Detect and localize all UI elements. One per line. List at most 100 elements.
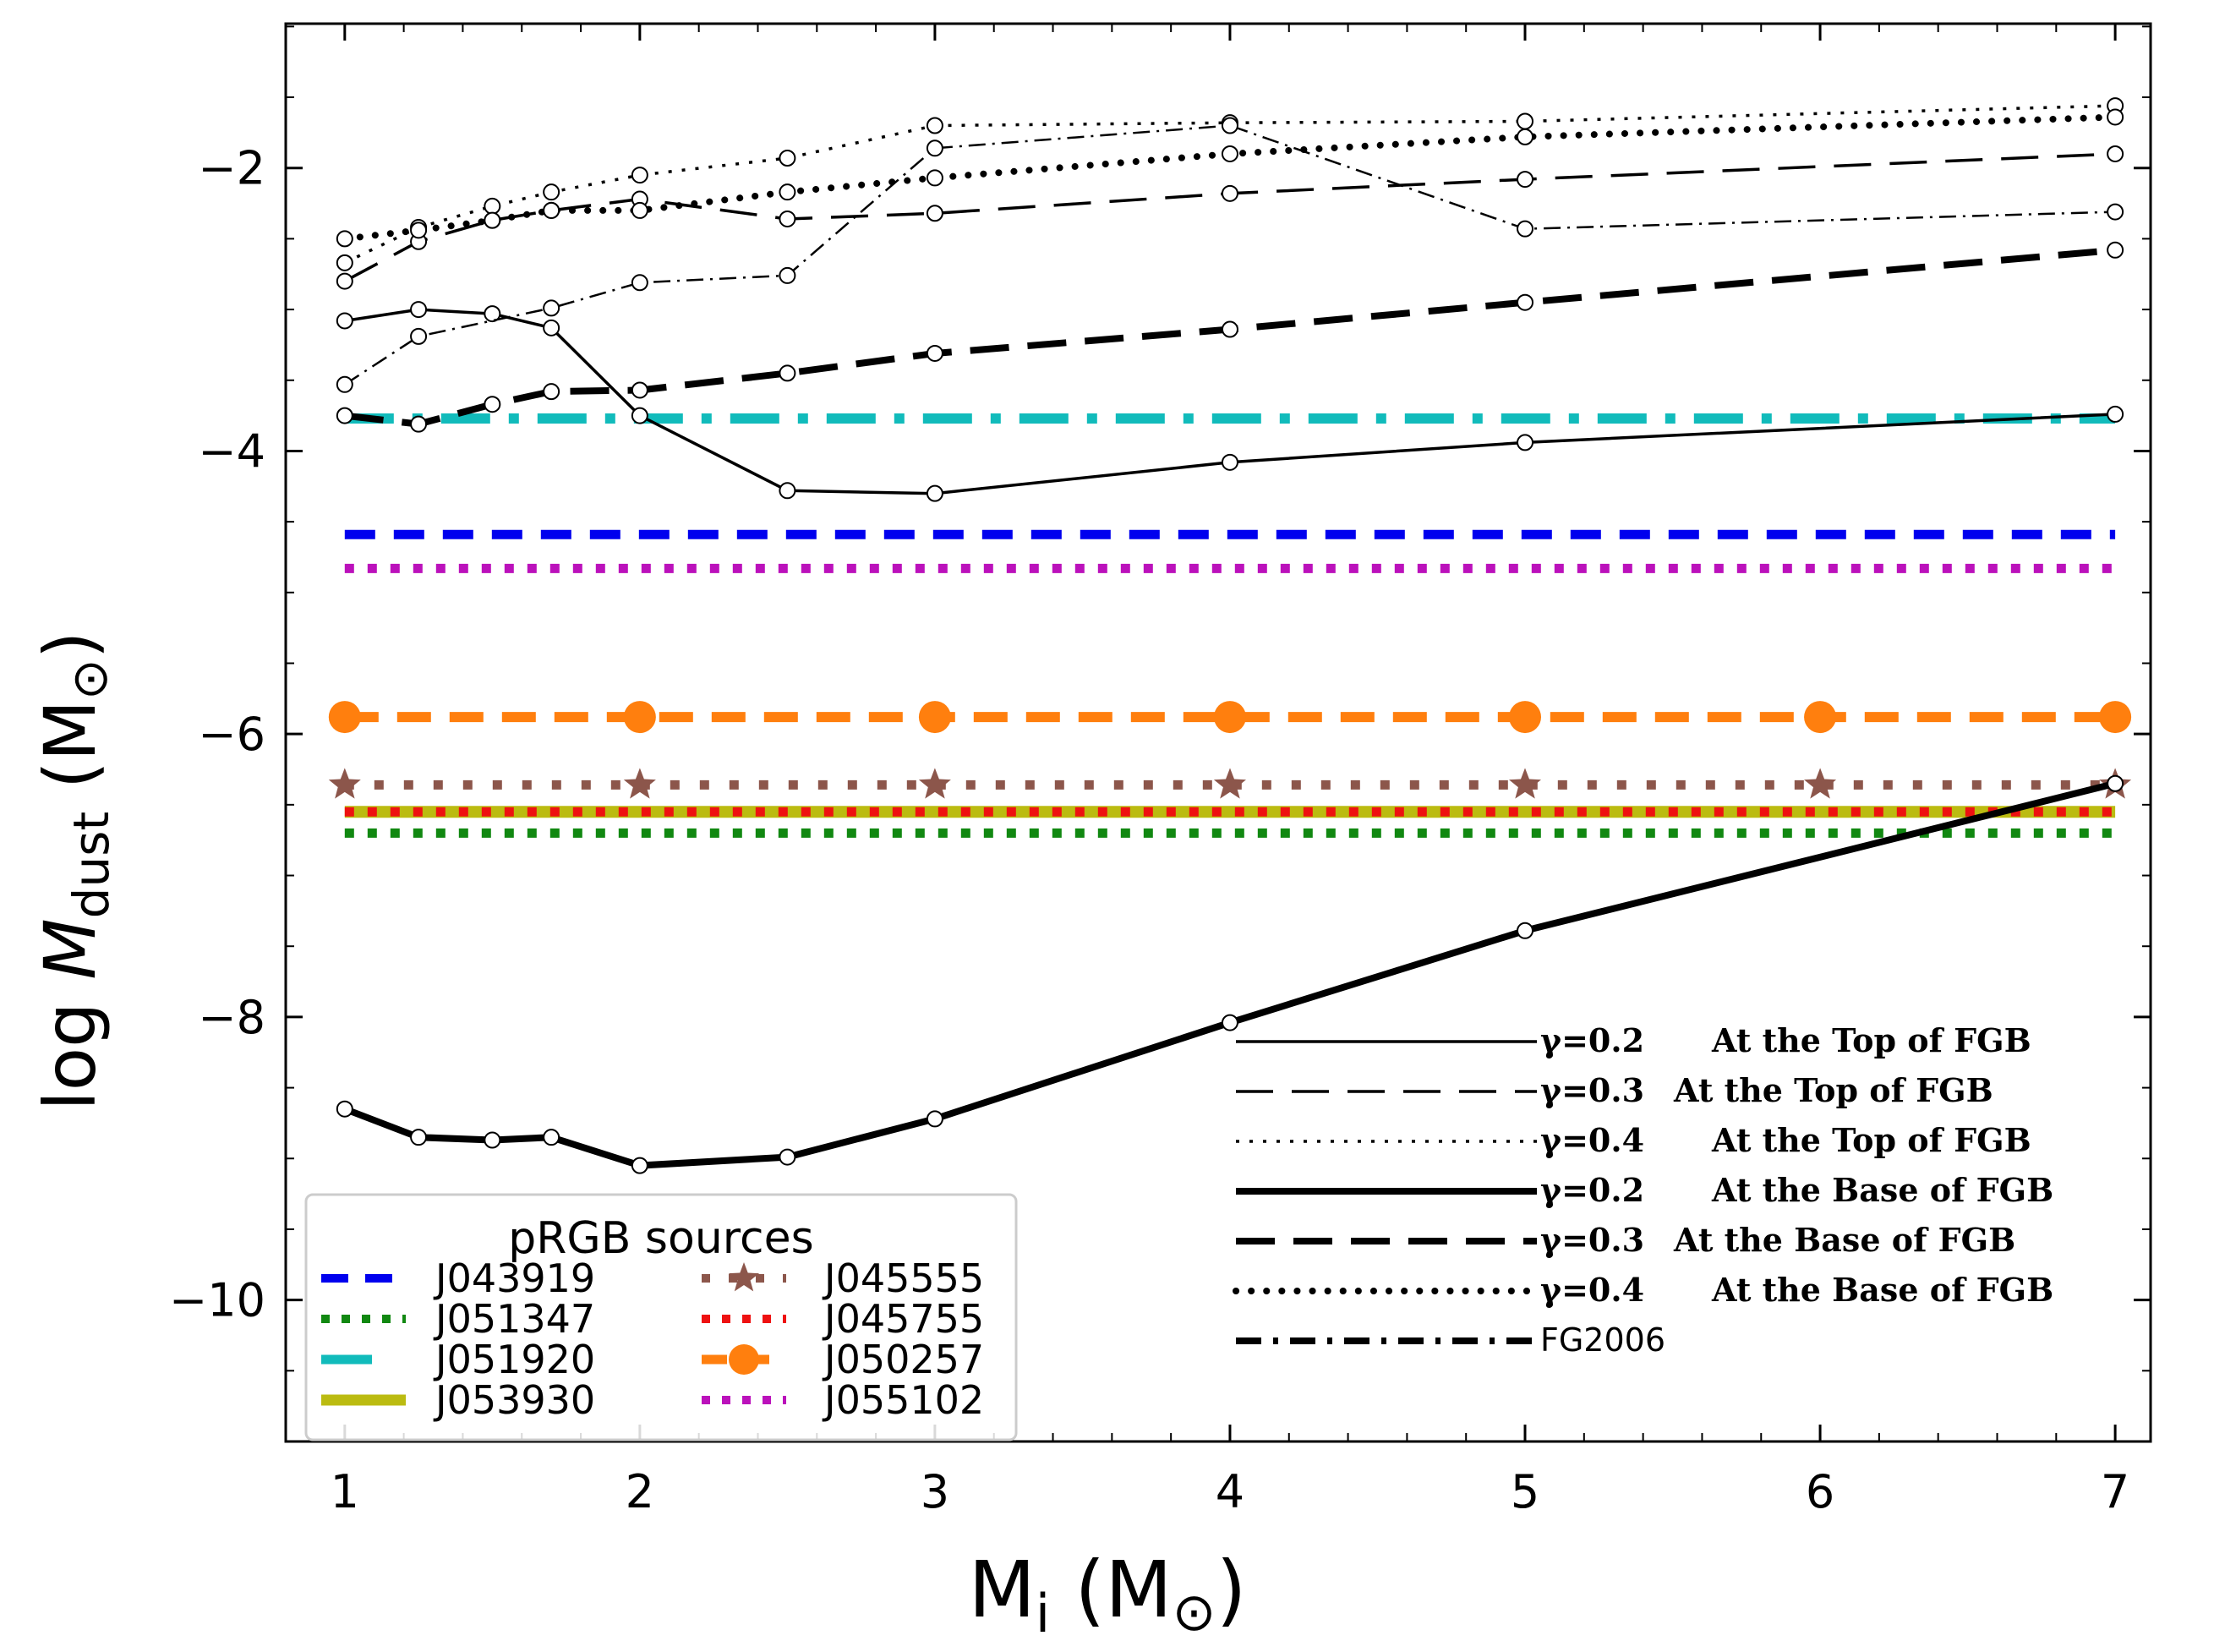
y-axis-title-close: ) xyxy=(29,631,112,659)
x-axis-title-var: M xyxy=(969,1545,1036,1635)
model-point-base03-0 xyxy=(336,407,353,424)
model-point-base04-6 xyxy=(926,169,943,187)
model-point-base02-8 xyxy=(1517,922,1534,939)
model-point-base02-6 xyxy=(926,1110,943,1128)
source-marker-J045555-4 xyxy=(1509,768,1541,799)
y-tick-label-1: −8 xyxy=(198,991,265,1044)
model-legend-entry-5: γ=0.4 At the Base of FGB xyxy=(1233,1271,2053,1309)
source-legend: pRGB sourcesJ043919J051347J051920J053930… xyxy=(304,1193,1018,1441)
source-marker-J050257-2 xyxy=(918,701,951,734)
x-tick-label-5: 6 xyxy=(1806,1465,1834,1518)
y-tick-label-3: −4 xyxy=(198,424,265,478)
legend-label-J051347: J051347 xyxy=(433,1296,595,1342)
source-marker-J050257-0 xyxy=(328,701,361,734)
model-point-top04-6 xyxy=(926,117,943,134)
model-point-base02-5 xyxy=(779,1148,796,1166)
source-marker-J045555-1 xyxy=(623,768,656,799)
model-point-top02-9 xyxy=(2107,405,2124,423)
y-tick-label-4: −2 xyxy=(198,142,265,195)
legend-label-J051920: J051920 xyxy=(433,1337,595,1382)
x-axis-title-sub: i xyxy=(1036,1583,1050,1644)
model-legend-where-4: At the Base of FGB xyxy=(1673,1221,2015,1259)
model-point-fg2006-5 xyxy=(926,139,943,157)
model-point-base03-8 xyxy=(1517,293,1534,311)
model-point-fg2006-7 xyxy=(1517,220,1534,238)
model-point-base03-3 xyxy=(543,383,560,401)
source-marker-J050257-6 xyxy=(2099,701,2132,734)
x-axis-title: Mi (M⊙) xyxy=(969,1545,1247,1644)
model-legend-gamma-1: γ=0.3 xyxy=(1540,1071,1644,1109)
x-tick-label-2: 3 xyxy=(921,1465,949,1518)
legend-label-J043919: J043919 xyxy=(433,1255,595,1301)
model-point-top04-5 xyxy=(779,149,796,167)
x-tick-label-0: 1 xyxy=(331,1465,359,1518)
model-legend-gamma-2: γ=0.4 xyxy=(1540,1121,1644,1159)
y-axis-title-sun: ⊙ xyxy=(61,659,118,700)
model-point-base04-7 xyxy=(1221,145,1238,162)
model-legend-gamma-4: γ=0.3 xyxy=(1540,1221,1644,1259)
model-point-top02-1 xyxy=(410,301,428,319)
model-point-base02-4 xyxy=(631,1157,648,1174)
model-legend-entry-1: γ=0.3 At the Top of FGB xyxy=(1236,1071,1993,1109)
model-point-base02-1 xyxy=(410,1129,428,1146)
source-marker-J050257-1 xyxy=(623,701,656,734)
model-point-top02-3 xyxy=(543,319,560,336)
model-point-base04-3 xyxy=(543,201,560,219)
legend-entry-J053930: J053930 xyxy=(321,1377,595,1423)
plot-inner xyxy=(328,97,2132,1174)
source-marker-J045555-3 xyxy=(1213,768,1246,799)
legend-marker-J050257 xyxy=(729,1344,759,1375)
source-marker-J045555-5 xyxy=(1804,768,1837,799)
model-point-fg2006-0 xyxy=(336,375,353,393)
model-point-top02-5 xyxy=(779,482,796,500)
y-axis-title-sub: dust xyxy=(63,812,120,919)
model-point-fg2006-3 xyxy=(631,274,648,292)
x-tick-label-3: 4 xyxy=(1216,1465,1244,1518)
model-point-top03-9 xyxy=(2107,145,2124,162)
legend-label-J050257: J050257 xyxy=(822,1337,984,1382)
model-line-base04 xyxy=(341,113,2119,243)
model-point-fg2006-1 xyxy=(410,327,428,345)
model-point-top03-8 xyxy=(1517,171,1534,189)
model-legend-entry-3: γ=0.2 At the Base of FGB xyxy=(1236,1171,2053,1209)
model-point-base02-7 xyxy=(1221,1014,1238,1031)
model-point-base02-0 xyxy=(336,1100,353,1118)
model-point-top02-6 xyxy=(926,484,943,502)
model-point-fg2006-8 xyxy=(2107,203,2124,221)
model-point-fg2006-6 xyxy=(1221,117,1238,134)
source-marker-J045555-0 xyxy=(328,768,361,799)
model-point-base03-5 xyxy=(779,364,796,382)
model-line-base03 xyxy=(344,246,2116,428)
model-point-top04-8 xyxy=(1517,112,1534,130)
model-point-top04-3 xyxy=(543,183,560,201)
model-point-base04-2 xyxy=(484,211,501,229)
y-axis-title-var: M xyxy=(29,918,112,979)
model-base02 xyxy=(336,774,2124,1174)
legend-label-J045755: J045755 xyxy=(822,1296,984,1342)
model-point-base03-2 xyxy=(484,396,501,413)
model-point-fg2006-2 xyxy=(543,299,560,317)
model-legend-entry-6: FG2006 xyxy=(1236,1321,1665,1359)
legend-entry-J051920: J051920 xyxy=(321,1337,595,1382)
plot-area xyxy=(328,97,2132,1174)
plot-frame xyxy=(284,22,2152,1443)
source-J050257 xyxy=(328,701,2132,734)
x-axis-title-close: ) xyxy=(1216,1545,1247,1635)
model-point-top02-8 xyxy=(1517,434,1534,451)
legend-entry-J051347: J051347 xyxy=(321,1296,595,1342)
y-tick-label-2: −6 xyxy=(198,708,265,761)
model-point-base04-5 xyxy=(779,183,796,201)
model-point-fg2006-4 xyxy=(779,266,796,284)
legend-entry-J043919: J043919 xyxy=(321,1255,595,1301)
model-point-base03-6 xyxy=(926,344,943,362)
model-point-base03-1 xyxy=(410,415,428,433)
x-axis-title-sun: ⊙ xyxy=(1173,1581,1216,1643)
model-point-base04-8 xyxy=(1517,128,1534,145)
legend-label-J045555: J045555 xyxy=(822,1255,984,1301)
model-point-top02-2 xyxy=(484,305,501,323)
model-legend-entry-4: γ=0.3 At the Base of FGB xyxy=(1236,1221,2015,1259)
legend-label-J055102: J055102 xyxy=(822,1377,984,1423)
model-point-base04-9 xyxy=(2107,108,2124,126)
legend-label-J053930: J053930 xyxy=(433,1377,595,1423)
